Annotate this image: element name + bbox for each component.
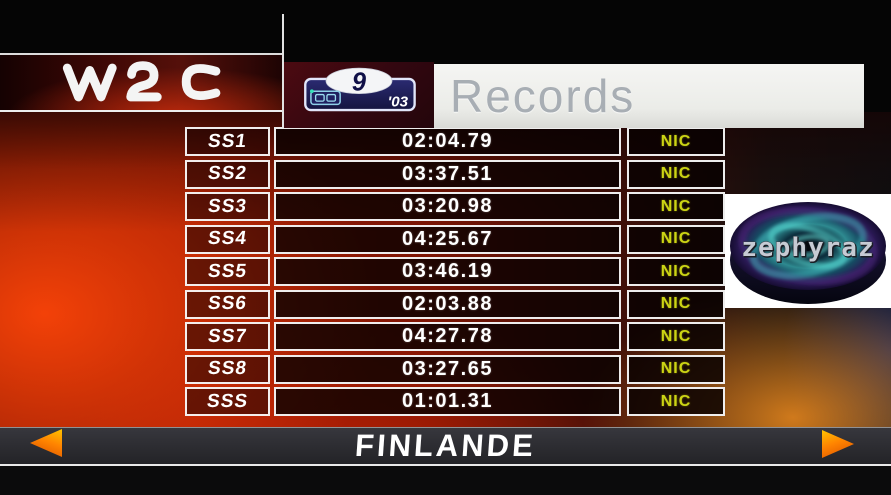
rally-name: FINLANDE xyxy=(353,428,538,463)
watermark-logo: zephyraz xyxy=(725,194,891,308)
record-holder-initials: NIC xyxy=(627,192,725,221)
plate-number: 9 xyxy=(352,68,367,96)
stage-record-time: 03:37.51 xyxy=(274,159,621,189)
stage-label: SS8 xyxy=(185,354,270,384)
section-title: Records xyxy=(450,70,636,122)
stage-label: SS3 xyxy=(185,192,270,221)
header-bottom-line xyxy=(0,110,285,112)
record-holder-initials: NIC xyxy=(627,257,725,286)
stage-label: SS4 xyxy=(185,224,270,254)
rally-plate-panel: 9 '03 xyxy=(284,62,434,128)
record-holder-initials: NIC xyxy=(627,354,725,384)
table-row: SS4 04:25.67 NIC xyxy=(185,224,725,254)
stage-record-time: 04:25.67 xyxy=(274,224,621,254)
wrc-logo-icon xyxy=(62,61,220,102)
records-band: Records xyxy=(434,64,864,128)
stage-record-time: 04:27.78 xyxy=(274,322,621,351)
stage-record-time: 01:01.31 xyxy=(274,387,621,416)
stage-label: SS1 xyxy=(185,127,270,156)
watermark-text: zephyraz xyxy=(741,233,874,263)
stage-label: SS6 xyxy=(185,289,270,319)
record-holder-initials: NIC xyxy=(627,322,725,351)
record-holder-initials: NIC xyxy=(627,127,725,156)
wrc-panel xyxy=(0,55,283,110)
stage-record-time: 03:20.98 xyxy=(274,192,621,221)
records-table: SS1 02:04.79 NIC SS2 03:37.51 NIC SS3 03:20.98 N… xyxy=(185,127,725,420)
stage-record-time: 02:04.79 xyxy=(274,127,621,156)
record-holder-initials: NIC xyxy=(627,224,725,254)
stage-label: SS7 xyxy=(185,322,270,351)
table-row: SS2 03:37.51 NIC xyxy=(185,159,725,189)
table-row: SS6 02:03.88 NIC xyxy=(185,289,725,319)
record-holder-initials: NIC xyxy=(627,289,725,319)
plate-year: '03 xyxy=(388,93,409,110)
header-top-line xyxy=(0,53,284,55)
record-holder-initials: NIC xyxy=(627,387,725,416)
table-row: SS8 03:27.65 NIC xyxy=(185,354,725,384)
table-row: SS5 03:46.19 NIC xyxy=(185,257,725,286)
table-row: SS3 03:20.98 NIC xyxy=(185,192,725,221)
table-row: SSS 01:01.31 NIC xyxy=(185,387,725,416)
footer-bottom-line xyxy=(0,464,891,466)
rally-plate-icon: 9 '03 xyxy=(304,67,416,112)
record-holder-initials: NIC xyxy=(627,159,725,189)
stage-record-time: 03:46.19 xyxy=(274,257,621,286)
stage-record-time: 03:27.65 xyxy=(274,354,621,384)
stage-label: SS2 xyxy=(185,159,270,189)
stage-label: SS5 xyxy=(185,257,270,286)
stage-record-time: 02:03.88 xyxy=(274,289,621,319)
header-divider-line xyxy=(282,14,284,128)
footer-bar xyxy=(0,427,891,464)
table-row: SS7 04:27.78 NIC xyxy=(185,322,725,351)
bottom-black-strip xyxy=(0,466,891,495)
stage-label: SSS xyxy=(185,387,270,416)
table-row: SS1 02:04.79 NIC xyxy=(185,127,725,156)
